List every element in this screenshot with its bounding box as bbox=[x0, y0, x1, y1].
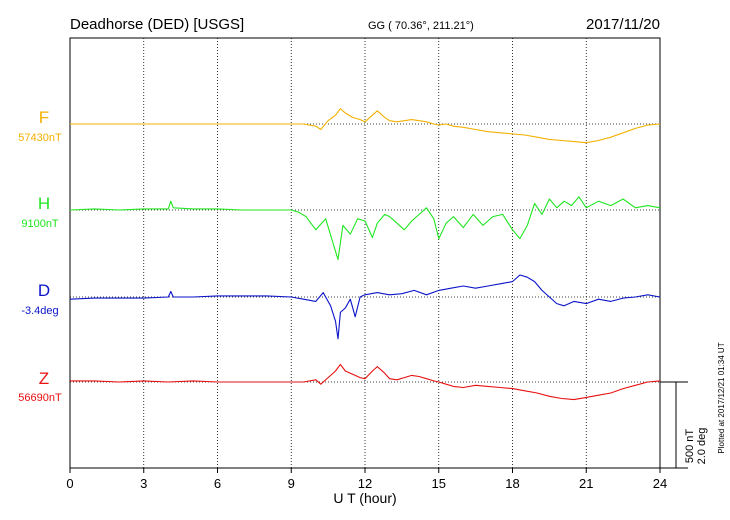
station-coordinates: GG ( 70.36°, 211.21°) bbox=[368, 20, 474, 32]
series-baseline-label-d: -3.4deg bbox=[21, 305, 58, 317]
x-axis-label: U T (hour) bbox=[333, 490, 396, 506]
series-name-d: D bbox=[38, 281, 50, 300]
x-tick-label-6: 6 bbox=[214, 476, 221, 491]
scale-bar-label-deg: 2.0 deg bbox=[696, 428, 708, 465]
x-tick-label-21: 21 bbox=[579, 476, 593, 491]
series-line-h bbox=[69, 196, 661, 261]
x-tick-label-9: 9 bbox=[288, 476, 295, 491]
vertical-gridlines bbox=[143, 38, 587, 468]
series-baseline-label-z: 56690nT bbox=[18, 392, 62, 404]
series-name-h: H bbox=[38, 194, 50, 213]
scale-bar-label-nt: 500 nT bbox=[684, 429, 696, 464]
plotted-note: Plotted at 2017/12/21 01:34 UT bbox=[717, 342, 726, 453]
scale-bar: 500 nT 2.0 deg bbox=[660, 381, 708, 469]
series-labels: F 57430nT H 9100nT D -3.4deg Z 56690nT bbox=[18, 108, 62, 404]
chart-date: 2017/11/20 bbox=[586, 16, 660, 33]
x-axis-ticks: 0 3 6 9 12 15 18 21 24 bbox=[66, 468, 667, 491]
series-line-f bbox=[70, 108, 661, 144]
series-line-d bbox=[69, 274, 661, 340]
series-name-f: F bbox=[39, 108, 49, 127]
plot-frame bbox=[69, 37, 661, 469]
series-baseline-label-f: 57430nT bbox=[18, 132, 62, 144]
series-line-z bbox=[70, 363, 661, 401]
series-name-z: Z bbox=[39, 369, 49, 388]
x-tick-label-18: 18 bbox=[505, 476, 519, 491]
series-baselines bbox=[70, 123, 660, 383]
chart-title: Deadhorse (DED) [USGS] bbox=[70, 16, 244, 33]
x-tick-label-24: 24 bbox=[653, 476, 667, 491]
series-lines bbox=[69, 108, 661, 401]
x-tick-label-3: 3 bbox=[140, 476, 147, 491]
x-tick-label-0: 0 bbox=[66, 476, 73, 491]
x-tick-label-15: 15 bbox=[432, 476, 446, 491]
x-tick-label-12: 12 bbox=[358, 476, 372, 491]
series-baseline-label-h: 9100nT bbox=[21, 218, 59, 230]
